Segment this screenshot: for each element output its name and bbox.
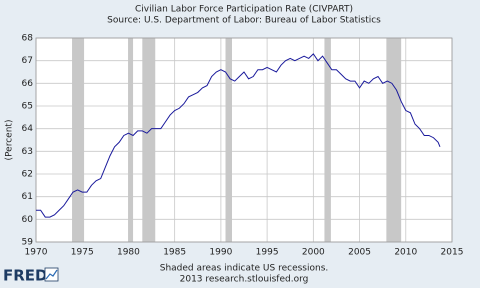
- y-tick-label: 61: [22, 192, 33, 202]
- x-tick-label: 1985: [163, 248, 186, 258]
- x-tick-label: 1980: [117, 248, 140, 258]
- chart-subtitle: Source: U.S. Department of Labor: Bureau…: [107, 16, 381, 26]
- recession-band: [324, 38, 331, 242]
- y-tick-label: 60: [22, 215, 34, 225]
- x-tick-label: 2000: [302, 248, 325, 258]
- y-tick-label: 59: [22, 238, 34, 248]
- y-tick-label: 68: [22, 34, 34, 44]
- y-tick-label: 64: [22, 124, 34, 134]
- source: 2013 research.stlouisfed.org: [180, 275, 309, 285]
- logo: FRED: [3, 267, 48, 285]
- y-tick-label: 67: [22, 56, 33, 66]
- recession-note: Shaded areas indicate US recessions.: [160, 264, 329, 274]
- x-tick-label: 2005: [348, 248, 371, 258]
- chart-title: Civilian Labor Force Participation Rate …: [135, 5, 353, 15]
- x-tick-label: 2015: [441, 248, 464, 258]
- series-line: [36, 53, 441, 218]
- recession-band: [128, 38, 134, 242]
- x-tick-label: 2010: [394, 248, 417, 258]
- recession-band: [225, 38, 232, 242]
- y-tick-label: 62: [22, 170, 33, 180]
- y-tick-label: 66: [22, 79, 34, 89]
- y-tick-label: 63: [22, 147, 33, 157]
- x-tick-label: 1995: [256, 248, 279, 258]
- logo-icon: [44, 267, 59, 282]
- x-tick-label: 1970: [25, 248, 48, 258]
- y-axis-label: (Percent): [5, 120, 15, 161]
- y-tick-label: 65: [22, 102, 33, 112]
- x-tick-label: 1990: [209, 248, 232, 258]
- x-tick-label: 1975: [71, 248, 94, 258]
- plot-frame: [35, 37, 453, 243]
- recession-band: [386, 38, 402, 242]
- recession-band: [142, 38, 156, 242]
